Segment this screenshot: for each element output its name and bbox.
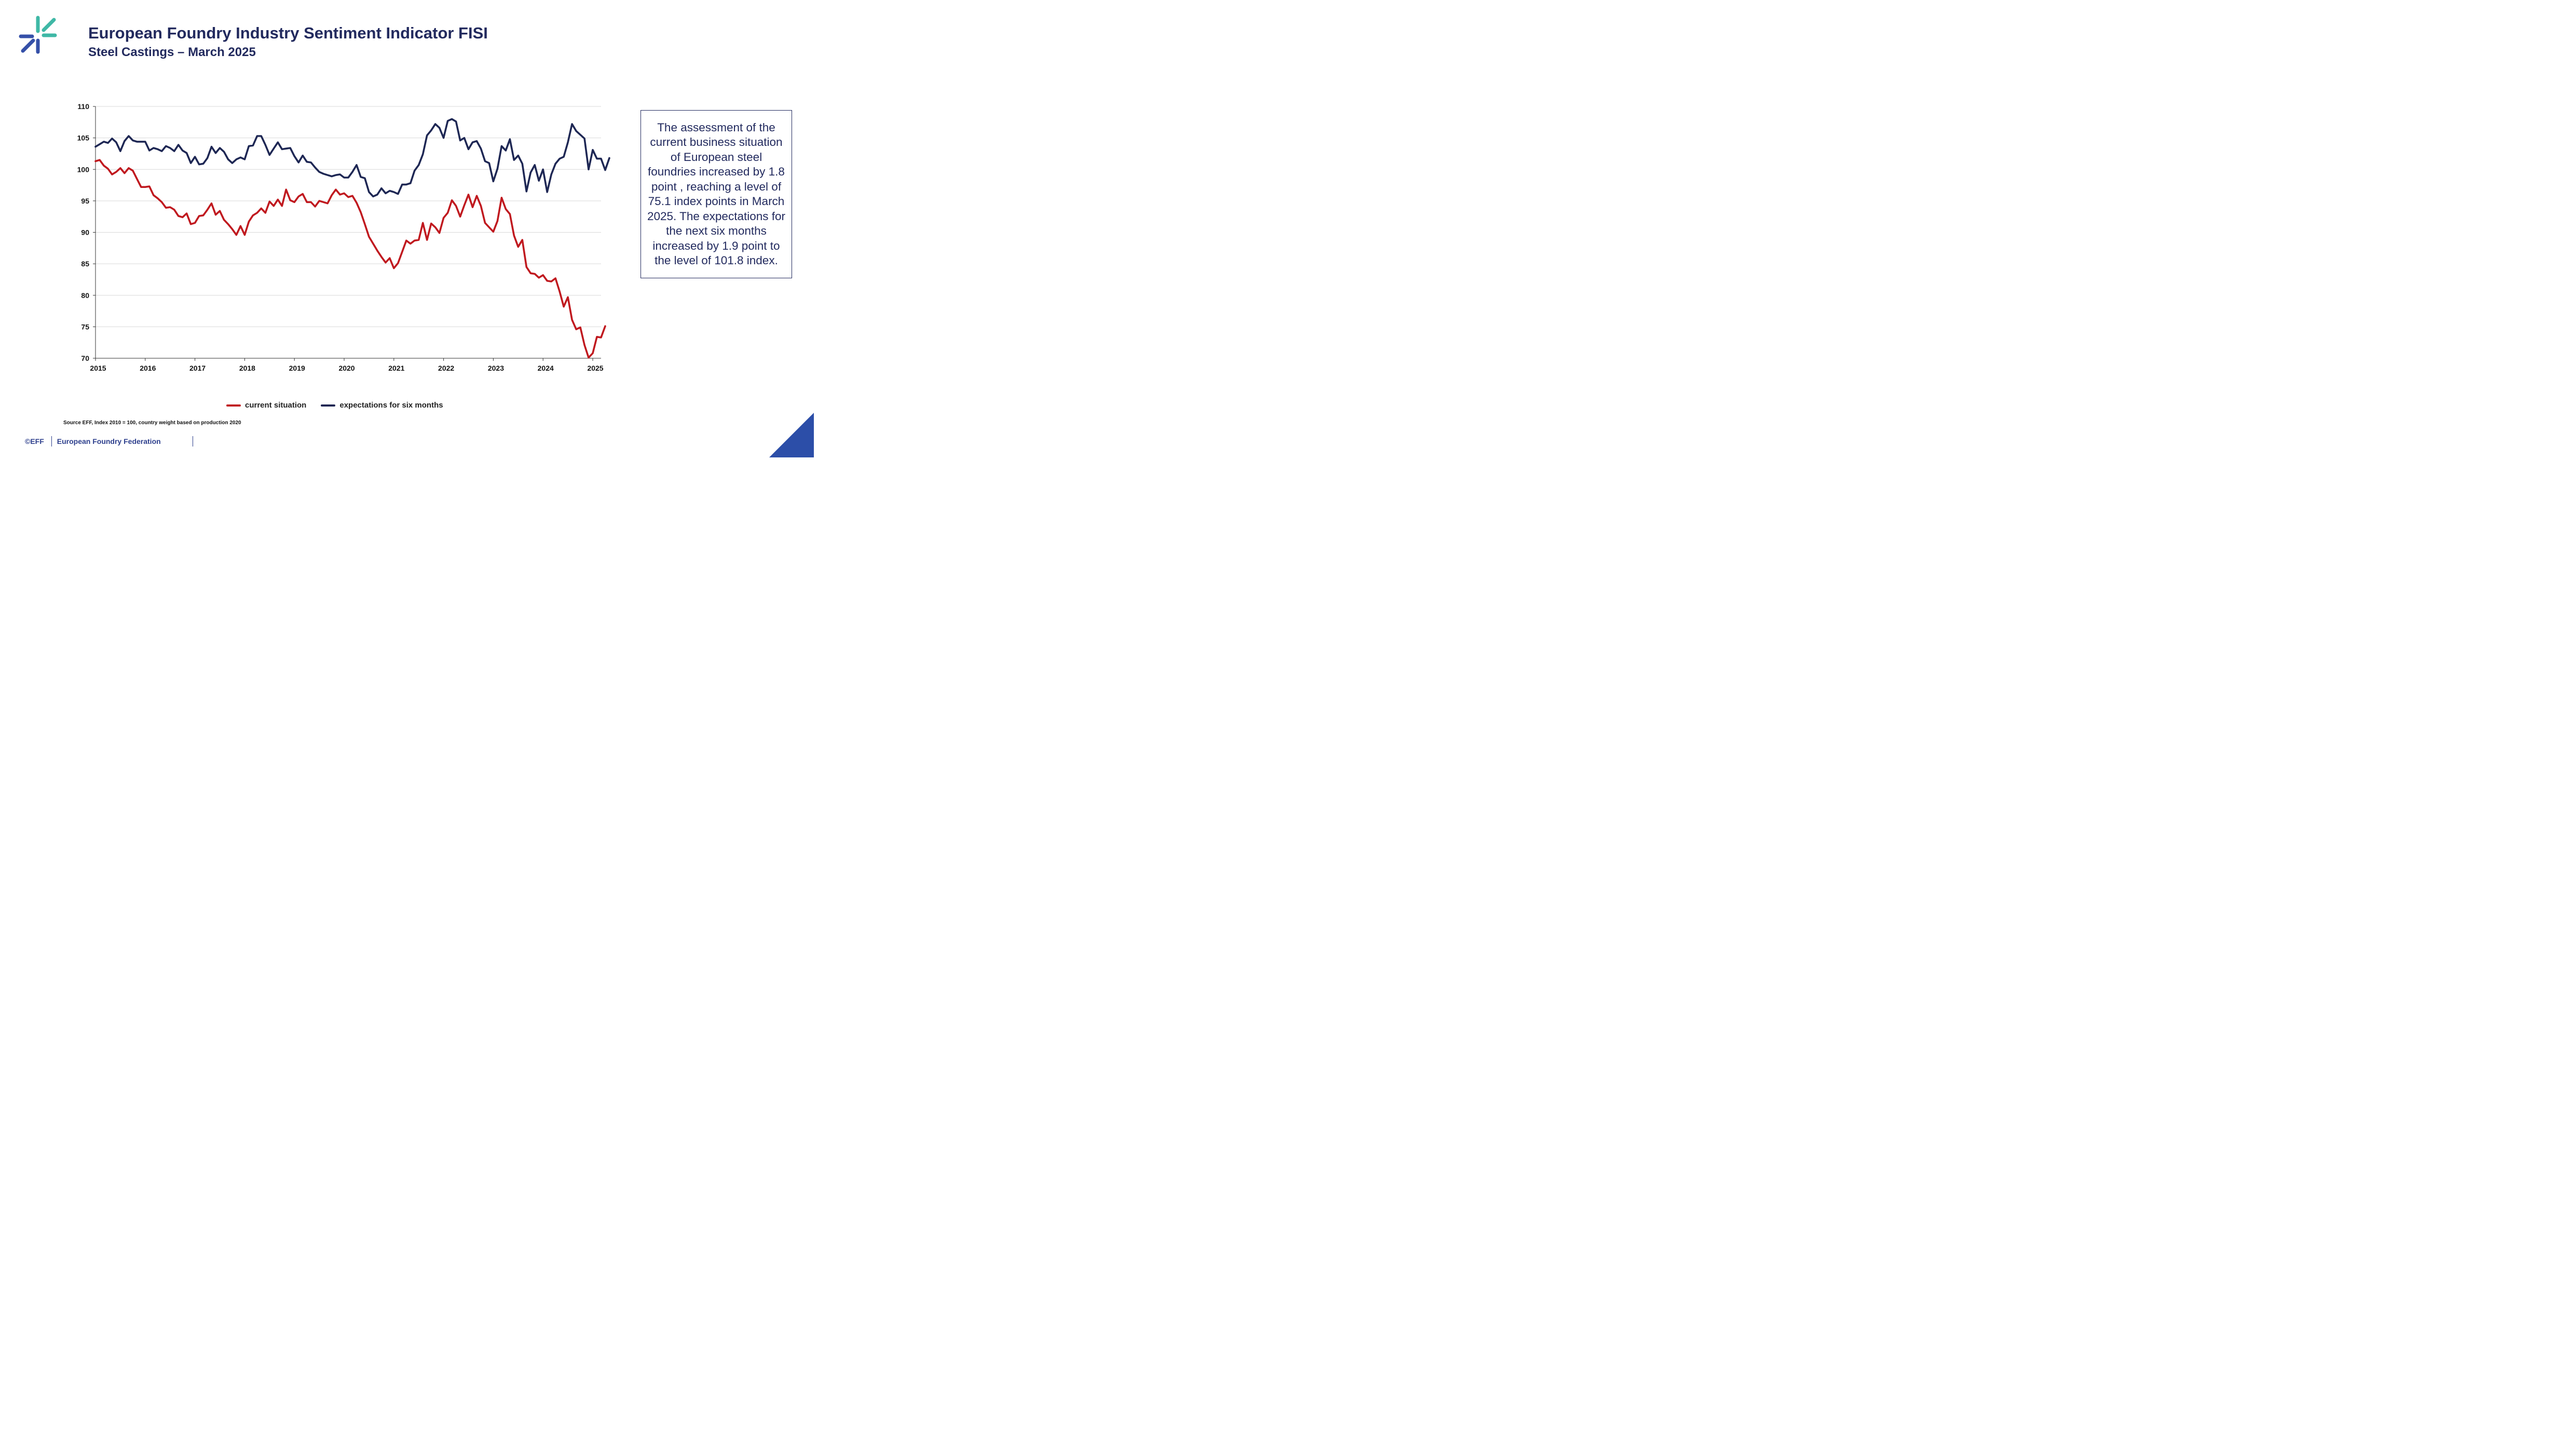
legend-item-expectations: expectations for six months <box>321 401 443 410</box>
source-note: Source EFF, Index 2010 = 100, country we… <box>63 420 241 426</box>
x-tick-label: 2025 <box>587 364 603 372</box>
footer-divider <box>51 436 52 447</box>
x-tick-label: 2019 <box>289 364 305 372</box>
chart-axes: 70 75 80 85 90 95 100 105 110 2015 2016 2017 2018 201… <box>77 102 604 372</box>
chart-series <box>94 118 610 359</box>
x-tick-label: 2015 <box>90 364 106 372</box>
y-tick-label: 110 <box>77 102 89 111</box>
page-title: European Foundry Industry Sentiment Indi… <box>88 24 488 42</box>
y-tick-label: 85 <box>81 260 89 268</box>
legend-label-current: current situation <box>245 401 307 410</box>
corner-triangle-decoration <box>769 413 814 457</box>
x-tick-label: 2020 <box>338 364 355 372</box>
summary-info-box: The assessment of the current business s… <box>640 110 792 278</box>
footer: ©EFF European Foundry Federation <box>25 436 161 447</box>
summary-text: The assessment of the current business s… <box>647 120 785 267</box>
legend-label-expectations: expectations for six months <box>339 401 443 410</box>
footer-copyright: ©EFF <box>25 437 44 445</box>
legend-swatch-current <box>226 404 241 407</box>
x-tick-label: 2023 <box>488 364 504 372</box>
y-tick-label: 105 <box>77 134 90 142</box>
y-tick-label: 70 <box>81 354 89 362</box>
series-line-expectations <box>94 118 610 198</box>
y-tick-label: 100 <box>77 165 90 173</box>
x-tick-label: 2016 <box>140 364 156 372</box>
legend-swatch-expectations <box>321 404 336 407</box>
y-tick-label: 80 <box>81 291 89 300</box>
eff-logo-icon <box>19 16 57 54</box>
y-tick-label: 95 <box>81 197 89 205</box>
series-line-current-situation <box>94 159 606 359</box>
x-tick-label: 2018 <box>239 364 255 372</box>
x-tick-label: 2021 <box>388 364 404 372</box>
x-tick-label: 2024 <box>538 364 554 372</box>
page-subtitle: Steel Castings – March 2025 <box>88 45 256 59</box>
x-tick-label: 2022 <box>438 364 454 372</box>
chart-gridlines <box>96 106 601 327</box>
chart-legend: current situation expectations for six m… <box>226 401 443 410</box>
legend-item-current: current situation <box>226 401 306 410</box>
y-tick-label: 90 <box>81 228 89 237</box>
x-tick-label: 2017 <box>189 364 206 372</box>
fisi-line-chart: 70 75 80 85 90 95 100 105 110 2015 2016 2017 2018 201… <box>77 102 610 372</box>
y-tick-label: 75 <box>81 322 89 331</box>
footer-org: European Foundry Federation <box>57 437 161 445</box>
